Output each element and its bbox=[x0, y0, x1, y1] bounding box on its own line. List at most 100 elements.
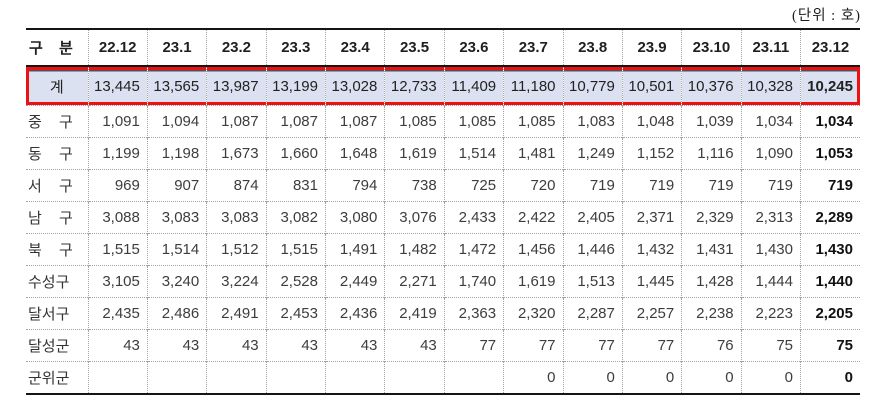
data-cell: 1,445 bbox=[621, 265, 682, 298]
header-cell-month: 23.12 bbox=[800, 29, 860, 67]
data-cell: 907 bbox=[146, 169, 207, 202]
data-cell: 1,091 bbox=[87, 105, 148, 138]
data-cell: 2,419 bbox=[384, 297, 445, 330]
table-row: 서 구 969 907 874 831 794 738 725 720 719 719 719 719 7… bbox=[26, 169, 860, 202]
data-cell: 2,449 bbox=[324, 265, 385, 298]
header-cell-month: 23.7 bbox=[503, 29, 563, 67]
data-cell: 794 bbox=[324, 169, 385, 202]
table-row: 중 구 1,091 1,094 1,087 1,087 1,087 1,085 1,085 1,… bbox=[26, 105, 860, 138]
data-cell: 1,619 bbox=[503, 265, 563, 298]
data-cell: 0 bbox=[562, 361, 623, 394]
row-label: 수성구 bbox=[28, 274, 70, 291]
data-cell: 1,034 bbox=[740, 105, 801, 138]
total-cell: 10,245 bbox=[800, 66, 860, 106]
data-cell: 1,085 bbox=[443, 105, 504, 138]
header-cell-month: 23.6 bbox=[443, 29, 504, 67]
data-cell: 1,482 bbox=[384, 233, 445, 266]
data-cell: 2,422 bbox=[503, 201, 563, 234]
data-cell bbox=[324, 361, 385, 394]
data-cell: 719 bbox=[681, 169, 742, 202]
data-cell: 2,435 bbox=[87, 297, 148, 330]
total-cell: 13,028 bbox=[324, 66, 385, 106]
data-cell: 725 bbox=[443, 169, 504, 202]
data-cell bbox=[265, 361, 326, 394]
data-cell: 1,619 bbox=[384, 137, 445, 170]
data-cell: 1,514 bbox=[146, 233, 207, 266]
data-cell bbox=[443, 361, 504, 394]
data-cell: 77 bbox=[443, 329, 504, 362]
data-cell: 3,083 bbox=[206, 201, 267, 234]
data-cell: 1,740 bbox=[443, 265, 504, 298]
data-cell: 1,430 bbox=[740, 233, 801, 266]
data-cell: 2,436 bbox=[324, 297, 385, 330]
total-cell: 10,376 bbox=[681, 66, 742, 106]
data-cell: 2,363 bbox=[443, 297, 504, 330]
table-row: 수성구 3,105 3,240 3,224 2,528 2,449 2,271 1,740 1,… bbox=[26, 265, 860, 298]
data-cell: 2,205 bbox=[800, 297, 860, 330]
data-cell: 2,223 bbox=[740, 297, 801, 330]
data-cell: 1,512 bbox=[206, 233, 267, 266]
data-cell: 75 bbox=[740, 329, 801, 362]
data-cell: 2,486 bbox=[146, 297, 207, 330]
data-cell: 738 bbox=[384, 169, 445, 202]
header-cell-month: 23.11 bbox=[740, 29, 801, 67]
data-cell: 3,088 bbox=[87, 201, 148, 234]
data-cell: 2,453 bbox=[265, 297, 326, 330]
data-cell: 1,456 bbox=[503, 233, 563, 266]
data-cell: 1,432 bbox=[621, 233, 682, 266]
unit-label: (단위 : 호) bbox=[792, 8, 861, 24]
data-cell: 1,039 bbox=[681, 105, 742, 138]
total-cell: 13,987 bbox=[206, 66, 267, 106]
data-cell: 874 bbox=[206, 169, 267, 202]
data-cell: 1,428 bbox=[681, 265, 742, 298]
total-cell: 12,733 bbox=[384, 66, 445, 106]
data-cell: 2,491 bbox=[206, 297, 267, 330]
data-cell: 719 bbox=[740, 169, 801, 202]
data-cell bbox=[146, 361, 207, 394]
data-cell: 43 bbox=[87, 329, 148, 362]
total-cell: 10,501 bbox=[621, 66, 682, 106]
data-cell: 77 bbox=[503, 329, 563, 362]
data-cell: 77 bbox=[562, 329, 623, 362]
data-cell: 3,105 bbox=[87, 265, 148, 298]
total-cell: 13,199 bbox=[265, 66, 326, 106]
data-cell: 2,271 bbox=[384, 265, 445, 298]
data-cell: 1,515 bbox=[265, 233, 326, 266]
header-cell-month: 23.8 bbox=[562, 29, 623, 67]
row-label: 서 구 bbox=[28, 178, 73, 195]
housing-stats-table: 구 분 22.12 23.1 23.2 23.3 23.4 23.5 23.6 23.7 23.8… bbox=[26, 28, 860, 395]
data-cell: 2,320 bbox=[503, 297, 563, 330]
total-cell: 13,565 bbox=[146, 66, 207, 106]
row-label: 달서구 bbox=[28, 306, 70, 323]
header-cell-month: 23.1 bbox=[146, 29, 207, 67]
data-cell: 43 bbox=[384, 329, 445, 362]
data-cell: 1,446 bbox=[562, 233, 623, 266]
data-cell: 1,034 bbox=[800, 105, 860, 138]
header-cell-month: 23.9 bbox=[621, 29, 682, 67]
data-cell: 1,444 bbox=[740, 265, 801, 298]
header-cell-month: 23.2 bbox=[206, 29, 267, 67]
data-cell: 719 bbox=[621, 169, 682, 202]
total-row-label: 계 bbox=[26, 66, 88, 106]
data-cell bbox=[206, 361, 267, 394]
data-cell: 1,116 bbox=[681, 137, 742, 170]
data-cell: 2,405 bbox=[562, 201, 623, 234]
header-cell-month: 23.4 bbox=[324, 29, 385, 67]
data-cell: 1,087 bbox=[265, 105, 326, 138]
data-cell: 1,152 bbox=[621, 137, 682, 170]
data-cell: 1,673 bbox=[206, 137, 267, 170]
header-cell-month: 23.10 bbox=[681, 29, 742, 67]
total-cell: 13,445 bbox=[87, 66, 148, 106]
row-label: 군위군 bbox=[28, 370, 70, 387]
data-cell: 1,513 bbox=[562, 265, 623, 298]
data-cell: 1,087 bbox=[206, 105, 267, 138]
data-cell: 1,087 bbox=[324, 105, 385, 138]
row-label: 북 구 bbox=[28, 242, 73, 259]
data-cell: 831 bbox=[265, 169, 326, 202]
data-cell: 3,240 bbox=[146, 265, 207, 298]
data-cell bbox=[384, 361, 445, 394]
data-cell: 719 bbox=[562, 169, 623, 202]
header-cell-month: 22.12 bbox=[87, 29, 148, 67]
total-row: 계 13,445 13,565 13,987 13,199 13,028 12,733 11,… bbox=[26, 66, 860, 106]
data-cell: 2,289 bbox=[800, 201, 860, 234]
